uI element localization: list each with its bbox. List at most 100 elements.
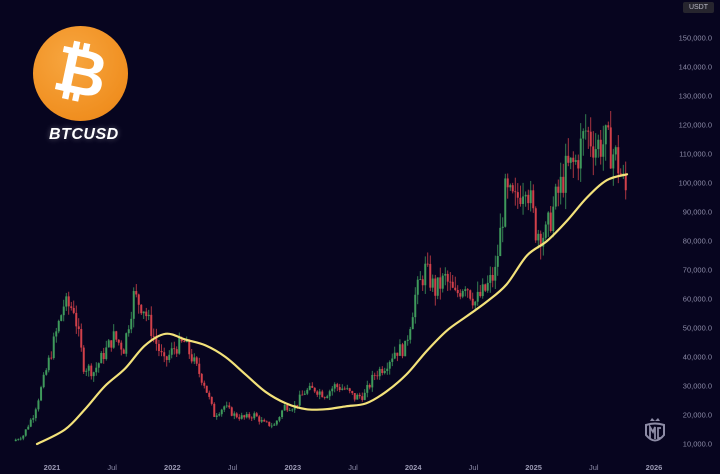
candle-down <box>183 341 186 343</box>
candle-up <box>37 400 40 410</box>
candle-down <box>160 350 163 353</box>
candle-down <box>609 127 612 169</box>
candle-down <box>607 125 610 128</box>
candle-down <box>163 352 166 357</box>
candle-up <box>303 393 306 395</box>
time-tick-label: 2023 <box>284 463 302 472</box>
candle-down <box>110 340 113 348</box>
candle-down <box>557 186 560 193</box>
candle-up <box>32 418 35 420</box>
candle-down <box>511 185 514 192</box>
time-tick-label: Jul <box>107 463 117 472</box>
candle-up <box>474 301 477 306</box>
candle-down <box>155 336 158 344</box>
candle-down <box>102 353 105 360</box>
candle-down <box>67 296 70 307</box>
candle-up <box>409 329 412 340</box>
candle-up <box>193 357 196 362</box>
candle-up <box>306 389 309 394</box>
candle-down <box>469 290 472 299</box>
candle-up <box>328 391 331 397</box>
candle-up <box>331 388 334 392</box>
candle-down <box>514 191 517 193</box>
price-tick-label: 70,000.0 <box>682 265 712 275</box>
candle-up <box>529 190 532 204</box>
candle-up <box>414 294 417 318</box>
candle-down <box>589 131 592 147</box>
candle-up <box>45 370 48 375</box>
candle-down <box>321 391 324 398</box>
candle-down <box>180 337 183 342</box>
candle-up <box>29 419 32 427</box>
price-tick-label: 130,000.0 <box>678 91 712 101</box>
candle-down <box>117 339 120 343</box>
candle-down <box>549 212 552 232</box>
candle-down <box>77 326 80 330</box>
candle-down <box>150 314 153 336</box>
candle-down <box>238 417 241 419</box>
candle-up <box>127 329 130 334</box>
candle-up <box>499 227 502 257</box>
candle-up <box>130 318 133 330</box>
candle-up <box>602 144 605 157</box>
candle-up <box>223 406 226 410</box>
candle-up <box>356 394 359 400</box>
candle-up <box>288 410 291 412</box>
candle-down <box>373 374 376 376</box>
candle-up <box>275 420 278 425</box>
ticker-label: BTCUSD <box>49 126 119 143</box>
candle-up <box>444 273 447 276</box>
candle-up <box>281 410 284 418</box>
candle-down <box>248 414 251 418</box>
candle-up <box>388 361 391 369</box>
candle-down <box>506 178 509 188</box>
candle-up <box>501 226 504 228</box>
candle-up <box>14 439 17 442</box>
candle-down <box>82 347 85 372</box>
candle-up <box>326 396 329 399</box>
candle-down <box>90 365 93 377</box>
time-tick-label: 2021 <box>43 463 61 472</box>
candle-down <box>572 157 575 162</box>
candle-down <box>532 190 535 209</box>
candle-down <box>316 391 319 395</box>
time-tick-label: Jul <box>589 463 599 472</box>
candle-up <box>341 388 344 390</box>
candle-up <box>218 414 221 416</box>
candle-down <box>157 343 160 351</box>
candle-down <box>120 342 123 350</box>
candle-down <box>323 397 326 399</box>
candle-up <box>419 279 422 281</box>
candle-down <box>265 421 268 423</box>
candle-up <box>57 320 60 332</box>
candle-up <box>579 138 582 169</box>
candle-down <box>301 394 304 396</box>
currency-badge[interactable]: USDT <box>682 2 714 13</box>
candle-up <box>112 331 115 348</box>
candle-up <box>489 274 492 283</box>
candle-down <box>451 281 454 288</box>
price-tick-label: 150,000.0 <box>678 33 712 43</box>
candle-down <box>198 363 201 374</box>
candle-up <box>569 157 572 163</box>
watermark-logo-icon <box>645 418 665 442</box>
candle-up <box>582 131 585 139</box>
candle-down <box>599 139 602 157</box>
candle-up <box>291 409 294 411</box>
time-tick-label: 2025 <box>525 463 542 472</box>
price-tick-label: 90,000.0 <box>682 207 712 217</box>
candle-down <box>210 396 213 404</box>
candle-down <box>243 415 246 418</box>
candle-up <box>100 353 103 364</box>
candle-down <box>459 293 462 297</box>
candle-up <box>391 358 394 362</box>
candle-up <box>604 125 607 145</box>
candle-up <box>92 372 95 377</box>
candle-up <box>542 237 545 247</box>
candle-up <box>47 357 50 371</box>
candle-up <box>398 344 401 356</box>
candlestick-series <box>14 110 627 442</box>
candle-up <box>168 354 171 360</box>
candle-down <box>336 384 339 388</box>
